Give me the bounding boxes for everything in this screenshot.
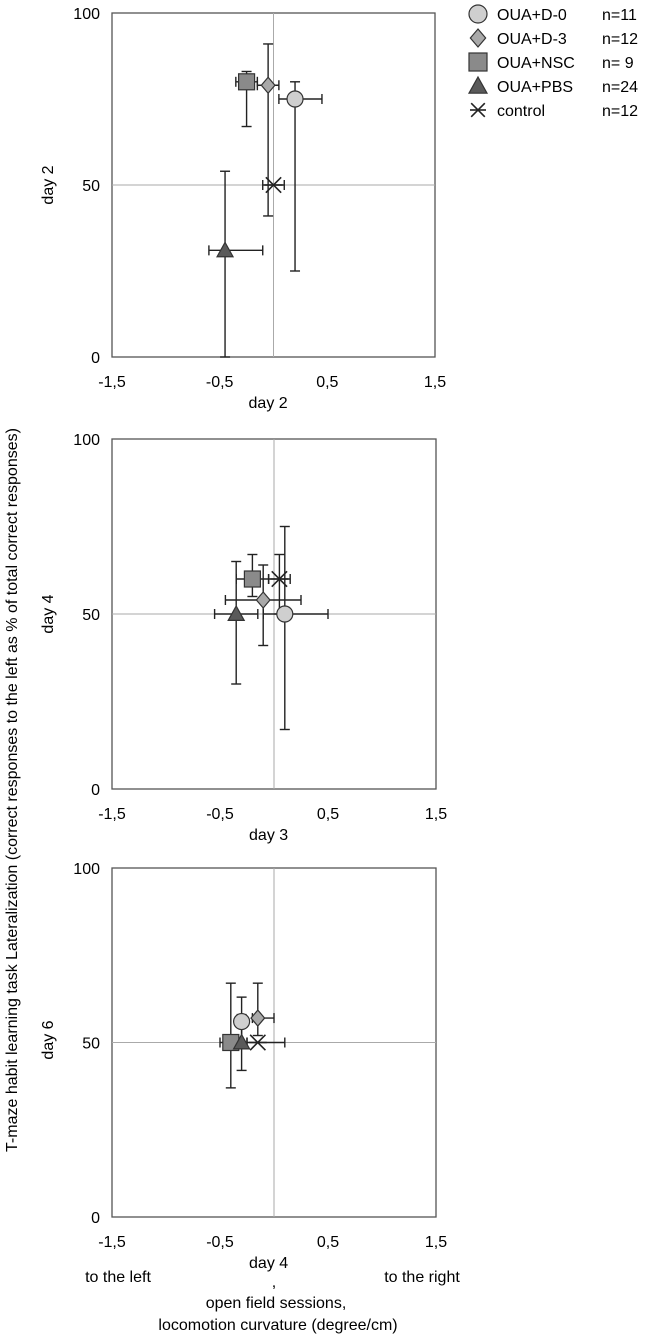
x-axis-label: day 4: [249, 1255, 288, 1272]
y-tick-label: 0: [91, 782, 100, 799]
x-axis-title-line1: open field sessions,: [206, 1295, 347, 1312]
data-point-oua-nsc: [237, 73, 256, 91]
legend-marker-diamond: [469, 28, 487, 48]
y-axis-label-panel: day 2: [40, 165, 57, 204]
to-the-left-note: to the left: [85, 1269, 151, 1286]
y-tick-label: 0: [91, 1210, 100, 1227]
legend-label: OUA+D-3: [497, 31, 567, 48]
legend-n: n=24: [602, 79, 638, 96]
legend-item-oua-d-3: OUA+D-3 n=12: [469, 28, 638, 48]
y-axis-label-panel: day 4: [40, 594, 57, 633]
chart-panels: 0 50 100 -1,5 -0,5 0,5 1,5 day 2 day 2 0 50 100 -1,5…: [40, 6, 447, 1272]
x-tick-label: -1,5: [98, 806, 126, 823]
legend-label: control: [497, 103, 545, 120]
legend-item-oua-d-0: OUA+D-0 n=11: [468, 4, 637, 24]
legend-label: OUA+PBS: [497, 79, 573, 96]
x-tick-label: -0,5: [206, 1234, 234, 1251]
data-point-oua-pbs: [216, 241, 235, 258]
y-axis-label-panel: day 6: [40, 1020, 57, 1059]
data-point-oua-nsc: [243, 570, 261, 588]
x-tick-label: 0,5: [316, 374, 338, 391]
x-tick-label: 0,5: [317, 806, 339, 823]
legend-n: n=11: [602, 7, 637, 24]
data-point-control: [270, 570, 289, 588]
error-bars-oua-d-0: [278, 81, 323, 272]
data-point-oua-d-3: [255, 591, 271, 609]
legend-n: n= 9: [602, 55, 634, 72]
y-tick-label: 50: [82, 178, 100, 195]
error-bars-oua-pbs: [208, 170, 264, 358]
y-axis-label: T-maze habit learning task Lateralizatio…: [4, 428, 21, 1152]
legend-marker-triangle: [467, 75, 489, 94]
legend-item-control: control n=12: [470, 102, 638, 120]
data-point-oua-pbs: [232, 1033, 251, 1050]
data-point-control: [264, 176, 283, 194]
legend-marker-asterisk: [470, 102, 486, 118]
data-point-oua-d-3: [260, 76, 276, 95]
x-tick-label: 1,5: [424, 374, 446, 391]
data-point-oua-d-0: [276, 605, 294, 623]
legend-label: OUA+D-0: [497, 7, 567, 24]
data-point-oua-pbs: [227, 604, 246, 622]
y-tick-label: 50: [82, 1036, 100, 1053]
y-tick-label: 100: [73, 432, 100, 449]
x-axis-label: day 3: [249, 827, 288, 844]
legend-marker-circle: [468, 4, 488, 24]
x-tick-label: -0,5: [206, 806, 234, 823]
legend-n: n=12: [602, 31, 638, 48]
legend-label: OUA+NSC: [497, 55, 575, 72]
x-tick-label: 1,5: [425, 806, 447, 823]
y-tick-label: 50: [82, 607, 100, 624]
legend-item-oua-pbs: OUA+PBS n=24: [467, 75, 638, 96]
panel-1: 0 50 100 -1,5 -0,5 0,5 1,5 day 2 day 2: [40, 6, 446, 412]
legend-marker-square: [468, 52, 488, 72]
x-tick-label: -0,5: [206, 374, 234, 391]
legend-item-oua-nsc: OUA+NSC n= 9: [468, 52, 634, 72]
x-tick-label: -1,5: [98, 374, 126, 391]
panel-2: 0 50 100 -1,5 -0,5 0,5 1,5 day 3 day 4: [40, 432, 447, 844]
x-tick-label: 1,5: [425, 1234, 447, 1251]
data-point-oua-d-0: [233, 1012, 251, 1031]
data-point-control: [248, 1034, 267, 1051]
legend: OUA+D-0 n=11 OUA+D-3 n=12 OUA+NSC n= 9 OUA+PBS…: [467, 4, 638, 120]
x-tick-label: -1,5: [98, 1234, 126, 1251]
legend-n: n=12: [602, 103, 638, 120]
to-the-right-note: to the right: [384, 1269, 460, 1286]
error-bars-oua-d-3: [251, 982, 275, 1037]
error-bars-oua-d-0: [262, 525, 329, 731]
data-point-oua-d-3: [250, 1009, 266, 1027]
data-point-oua-d-0: [286, 90, 304, 108]
x-axis-label: day 2: [249, 395, 288, 412]
panel-3: 0 50 100 -1,5 -0,5 0,5 1,5 day 4 day 6: [40, 861, 447, 1272]
y-tick-label: 100: [73, 861, 100, 878]
y-tick-label: 0: [91, 350, 100, 367]
x-tick-label: 0,5: [317, 1234, 339, 1251]
x-axis-title-line2: locomotion curvature (degree/cm): [158, 1317, 397, 1334]
y-tick-label: 100: [73, 6, 100, 23]
error-bars-control: [267, 553, 291, 615]
footer-comma: ,: [272, 1274, 276, 1291]
